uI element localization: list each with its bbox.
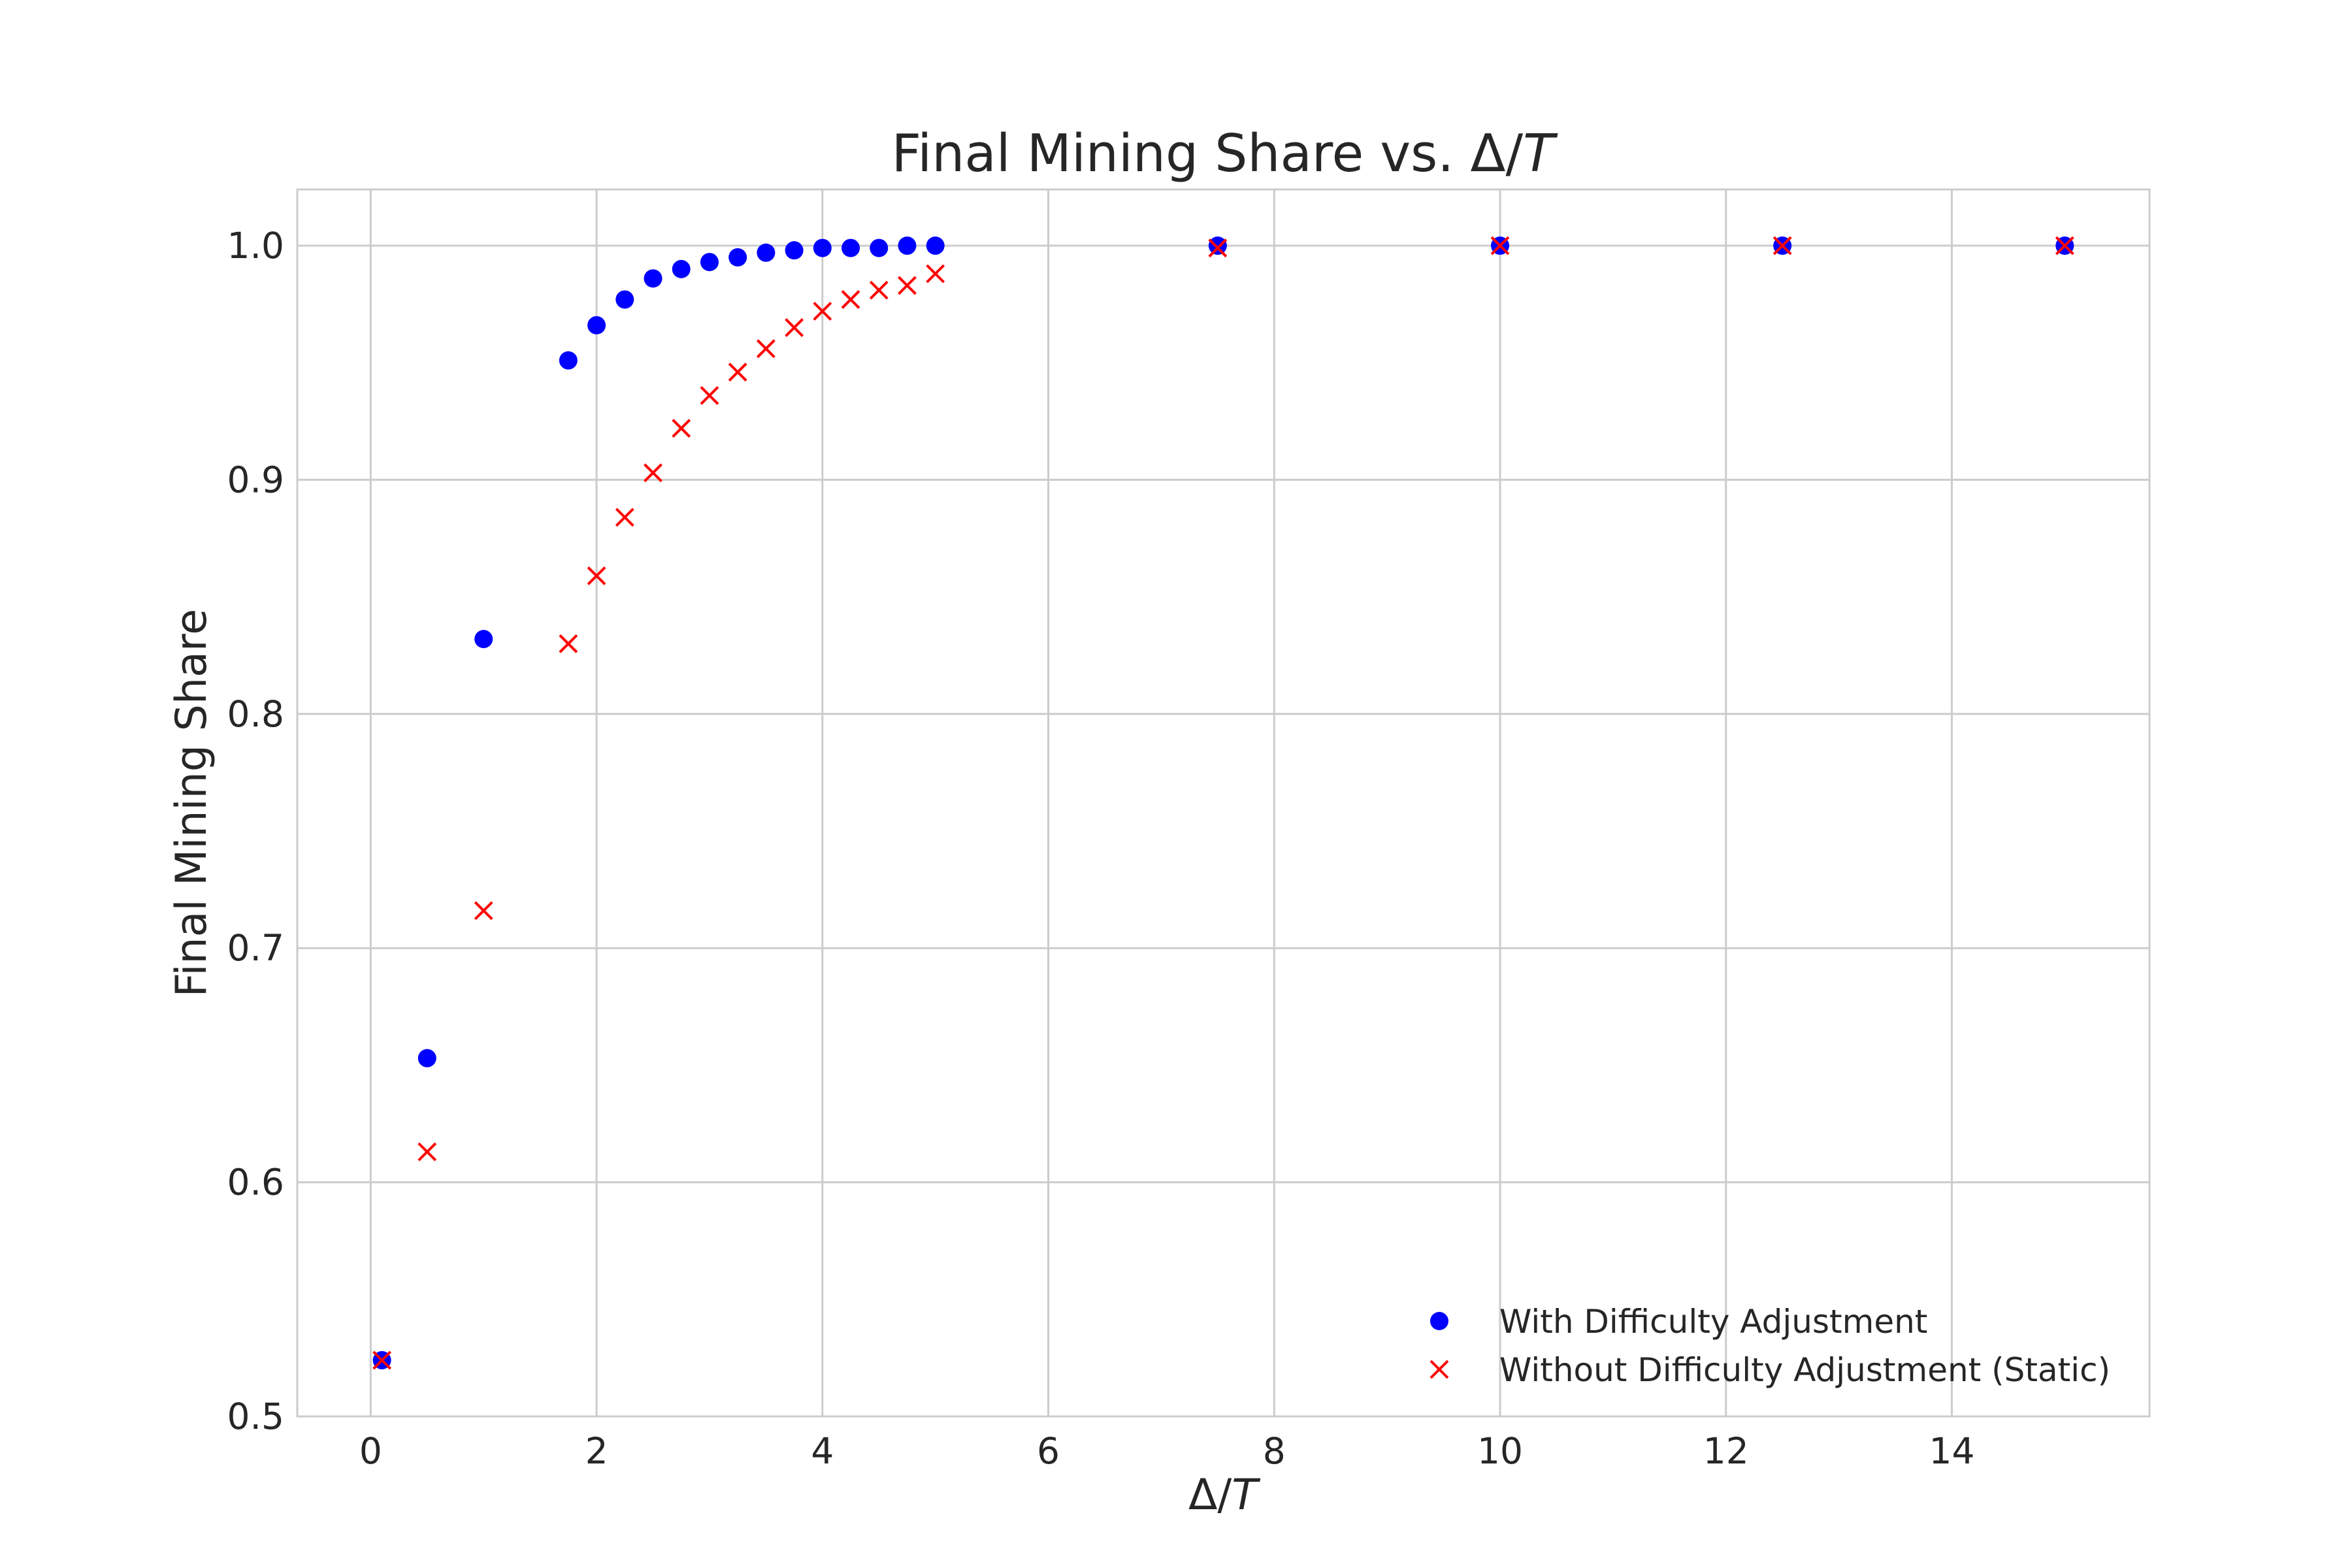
x-tick-label: 2 <box>585 1430 608 1472</box>
data-point-circle <box>757 243 776 262</box>
x-tick-label: 8 <box>1263 1430 1286 1472</box>
data-point-x <box>474 901 493 921</box>
data-point-circle <box>813 238 832 257</box>
legend-label-without-adjustment: Without Difficulty Adjustment (Static) <box>1499 1351 2110 1389</box>
x-tick-label: 12 <box>1703 1430 1749 1472</box>
data-point-circle <box>559 351 578 370</box>
x-tick-label: 4 <box>811 1430 834 1472</box>
data-point-x <box>728 363 747 382</box>
y-tick-label: 0.5 <box>227 1396 284 1437</box>
data-point-circle <box>841 238 860 257</box>
data-point-x <box>644 463 662 483</box>
data-point-circle <box>898 237 917 255</box>
data-point-circle <box>870 238 889 257</box>
y-tick-label: 1.0 <box>227 225 284 267</box>
legend-label-with-adjustment: With Difficulty Adjustment <box>1499 1303 1927 1341</box>
data-point-circle <box>1208 237 1227 255</box>
data-point-x <box>559 634 578 653</box>
data-points <box>372 236 2074 1370</box>
data-point-x <box>2055 236 2074 255</box>
data-point-circle <box>700 253 719 272</box>
x-tick-label: 6 <box>1037 1430 1060 1472</box>
tick-labels: 0 2 4 6 8 10 12 14 0.5 0.6 0.7 0.8 0.9 1.0 <box>227 225 1975 1472</box>
x-tick-label: 10 <box>1477 1430 1523 1472</box>
x-tick-label: 14 <box>1929 1430 1974 1472</box>
chart-title: Final Mining Share vs. Δ/T <box>892 123 1559 184</box>
data-point-x <box>1208 238 1228 258</box>
data-point-x <box>898 276 917 295</box>
data-point-x <box>372 1350 392 1370</box>
plot-frame <box>296 188 2151 1418</box>
data-point-x <box>926 264 945 284</box>
data-point-circle <box>615 290 634 309</box>
data-point-circle <box>672 259 691 278</box>
x-tick-label: 0 <box>359 1430 382 1472</box>
y-tick-label: 0.6 <box>227 1162 284 1203</box>
data-point-circle <box>587 316 606 335</box>
data-point-circle <box>728 248 747 267</box>
data-point-circle <box>417 1049 436 1068</box>
data-point-x <box>813 301 832 321</box>
data-point-x <box>1490 236 1510 255</box>
data-point-circle <box>926 237 945 255</box>
data-point-x <box>587 566 606 585</box>
y-axis-label: Final Mining Share <box>167 609 216 998</box>
data-point-x <box>700 385 719 405</box>
data-point-x <box>417 1142 437 1162</box>
y-tick-label: 0.9 <box>227 459 284 500</box>
legend-marker-with-adjustment <box>1430 1312 1448 1330</box>
data-point-x <box>615 508 634 527</box>
data-point-x <box>785 318 804 337</box>
data-point-x <box>869 280 889 300</box>
data-point-x <box>1772 236 1792 255</box>
x-axis-label: Δ/T <box>1188 1471 1260 1520</box>
series-without-adjustment <box>372 236 2074 1370</box>
data-point-circle <box>785 241 804 260</box>
data-point-circle <box>474 630 493 649</box>
legend: With Difficulty Adjustment Without Diffi… <box>1429 1303 2110 1389</box>
y-tick-label: 0.8 <box>227 693 284 735</box>
y-tick-label: 0.7 <box>227 927 284 969</box>
data-point-x <box>756 339 776 359</box>
data-point-circle <box>644 269 662 288</box>
data-point-x <box>841 290 860 309</box>
data-point-x <box>672 419 691 438</box>
legend-marker-without-adjustment <box>1429 1360 1449 1379</box>
